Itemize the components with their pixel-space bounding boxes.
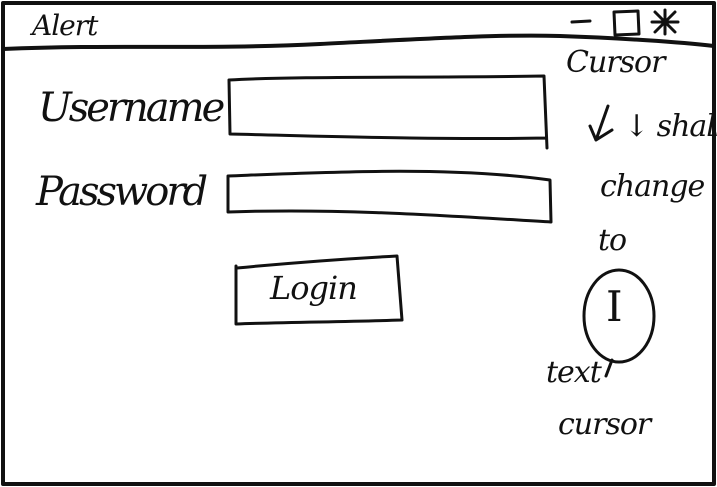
annotation-line: text (546, 355, 602, 390)
login-button-label: Login (270, 269, 358, 307)
username-field[interactable] (230, 80, 546, 138)
maximize-button[interactable] (608, 6, 644, 38)
close-button[interactable] (648, 6, 682, 38)
username-label: Username (38, 85, 225, 131)
annotation-line: ↓ shall (624, 109, 717, 144)
password-field[interactable] (228, 174, 552, 218)
window-title: Alert (32, 9, 98, 42)
annotation-line: cursor (558, 407, 651, 442)
password-label: Password (36, 169, 208, 215)
text-cursor-icon: I (606, 282, 623, 331)
annotation-line: to (598, 223, 627, 258)
maximize-icon (612, 9, 641, 37)
close-icon (650, 8, 680, 36)
annotation-line: Cursor (566, 45, 665, 80)
annotation-line: change (600, 169, 705, 204)
minimize-button[interactable] (568, 6, 594, 36)
minimize-icon (570, 19, 592, 24)
